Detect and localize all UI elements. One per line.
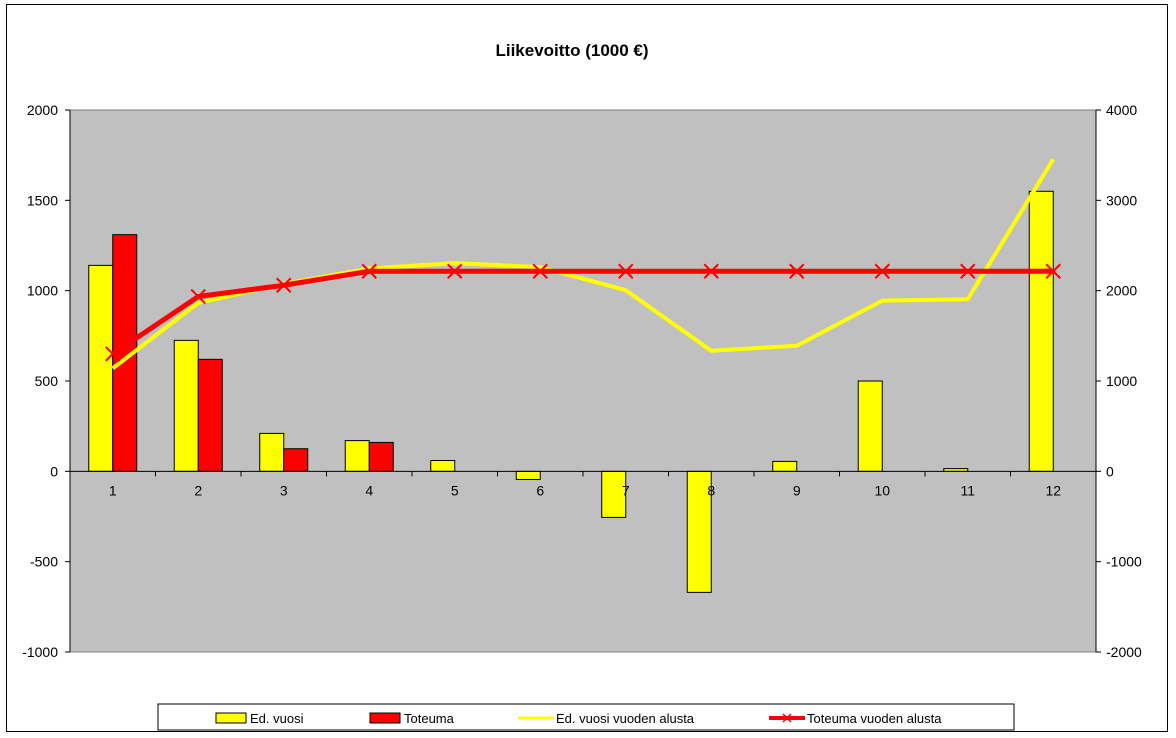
legend-label: Toteuma — [404, 711, 455, 726]
y-right-tick-label: 0 — [1106, 463, 1114, 479]
y-right-tick-label: -1000 — [1106, 554, 1142, 570]
marker-toteuma-2 — [190, 288, 206, 305]
x-tick-label: 5 — [451, 482, 459, 498]
y-right-tick-label: 2000 — [1106, 283, 1137, 299]
bar-ed-vuosi-12 — [1028, 190, 1054, 472]
y-left-tick-label: 500 — [35, 373, 59, 389]
y-right-tick-label: 4000 — [1106, 102, 1137, 118]
y-right-tick-label: 3000 — [1106, 192, 1137, 208]
marker-toteuma-6 — [532, 263, 548, 279]
x-tick-label: 11 — [960, 482, 975, 498]
y-left-tick-label: 0 — [50, 463, 58, 479]
y-left-tick-label: 2000 — [27, 102, 58, 118]
x-tick-label: 7 — [622, 482, 630, 498]
marker-toteuma-10 — [874, 263, 890, 279]
x-tick-label: 1 — [109, 482, 117, 498]
legend-swatch — [215, 712, 247, 724]
x-tick-label: 2 — [194, 482, 202, 498]
bar-toteuma-3 — [283, 448, 309, 472]
legend-label: Ed. vuosi vuoden alusta — [556, 711, 695, 726]
bar-toteuma-4 — [368, 441, 394, 472]
y-left-tick-label: 1500 — [27, 192, 58, 208]
marker-toteuma-4 — [361, 263, 377, 279]
marker-toteuma-7 — [618, 263, 634, 279]
x-tick-label: 9 — [793, 482, 801, 498]
bar-toteuma-2 — [197, 358, 223, 472]
plot-area — [69, 109, 1097, 653]
bar-ed-vuosi-10 — [857, 380, 883, 472]
x-tick-label: 10 — [874, 482, 890, 498]
marker-toteuma-3 — [276, 277, 292, 293]
marker-toteuma-8 — [703, 263, 719, 279]
legend — [157, 703, 1015, 731]
x-tick-label: 6 — [536, 482, 544, 498]
x-tick-label: 12 — [1045, 482, 1061, 498]
x-tick-label: 4 — [365, 482, 373, 498]
y-left-tick-label: 1000 — [27, 283, 58, 299]
bar-ed-vuosi-9 — [772, 460, 798, 472]
x-tick-label: 3 — [280, 482, 288, 498]
bar-ed-vuosi-5 — [430, 459, 456, 472]
bar-ed-vuosi-6 — [515, 470, 541, 480]
marker-toteuma-1 — [105, 346, 121, 362]
marker-toteuma-12 — [1045, 263, 1061, 279]
chart-title: Liikevoitto (1000 €) — [495, 41, 649, 60]
marker-toteuma-5 — [447, 263, 463, 279]
legend-label: Ed. vuosi — [250, 711, 304, 726]
bar-ed-vuosi-8 — [686, 470, 712, 593]
bar-ed-vuosi-2 — [173, 339, 199, 472]
bar-ed-vuosi-3 — [259, 432, 285, 472]
y-left-tick-label: -500 — [30, 554, 58, 570]
y-right-tick-label: -2000 — [1106, 644, 1142, 660]
marker-toteuma-9 — [789, 263, 805, 279]
line-toteuma-vuoden-alusta — [111, 268, 1054, 356]
bar-ed-vuosi-1 — [88, 264, 114, 472]
y-left-tick-label: -1000 — [22, 644, 58, 660]
y-right-tick-label: 1000 — [1106, 373, 1137, 389]
legend-swatch — [369, 712, 401, 724]
marker-toteuma-11 — [960, 263, 976, 279]
x-tick-label: 8 — [707, 482, 715, 498]
legend-label: Toteuma vuoden alusta — [807, 711, 942, 726]
legend-marker — [782, 713, 792, 723]
bar-ed-vuosi-4 — [344, 440, 370, 472]
